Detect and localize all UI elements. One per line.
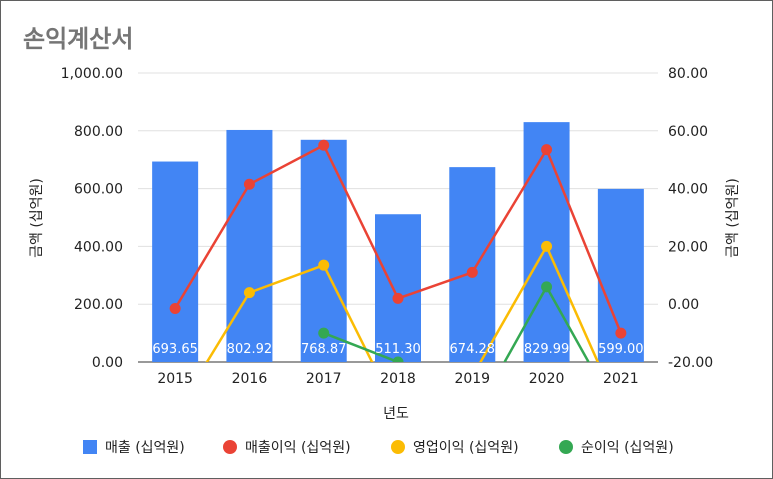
data-point — [615, 414, 626, 425]
right-tick-label: 0.00 — [668, 297, 699, 313]
legend-swatch — [83, 440, 97, 454]
series-line — [323, 285, 590, 362]
right-tick-label: -20.00 — [668, 355, 713, 371]
data-point — [541, 281, 553, 293]
bar-value-label: 599.00 — [598, 342, 644, 357]
x-tick-label: 2017 — [306, 371, 342, 387]
x-axis-label: 년도 — [383, 406, 409, 422]
legend: 매출 (십억원) 매출이익 (십억원) 영업이익 (십억원) 순이익 (십억원) — [83, 440, 674, 456]
data-point — [392, 292, 404, 304]
bar-value-label: 768.87 — [301, 342, 347, 357]
data-point — [243, 287, 255, 299]
legend-swatch — [559, 440, 573, 454]
right-axis-label: 금액 (십억원) — [725, 178, 741, 258]
left-tick-label: 0.00 — [92, 355, 123, 371]
data-point — [318, 327, 330, 339]
left-tick-label: 200.00 — [74, 297, 123, 313]
data-point — [318, 259, 330, 271]
left-axis-ticks: 1,000.00 800.00 600.00 400.00 200.00 0.00 — [61, 66, 123, 371]
data-point — [466, 266, 478, 278]
x-tick-label: 2020 — [529, 371, 565, 387]
data-point — [541, 144, 553, 156]
data-point — [615, 409, 626, 420]
x-tick-label: 2015 — [157, 371, 193, 387]
data-point — [318, 139, 330, 151]
bar — [449, 167, 496, 362]
right-tick-label: 20.00 — [668, 239, 708, 255]
chart-title: 손익계산서 — [23, 25, 134, 53]
left-tick-label: 800.00 — [74, 124, 123, 140]
bar-value-label: 674.28 — [450, 342, 496, 357]
x-tick-label: 2016 — [232, 371, 268, 387]
right-tick-label: 80.00 — [668, 66, 708, 82]
data-point — [467, 414, 478, 425]
bar-series — [152, 122, 644, 362]
bar-value-label: 829.99 — [524, 342, 570, 357]
x-tick-label: 2019 — [454, 371, 490, 387]
data-point — [170, 409, 181, 420]
legend-label: 순이익 (십억원) — [581, 440, 674, 456]
right-tick-label: 60.00 — [668, 124, 708, 140]
bar — [226, 129, 273, 362]
x-tick-label: 2021 — [603, 371, 639, 387]
data-point — [615, 327, 627, 339]
bar — [375, 214, 421, 362]
x-axis-ticks: 2015 2016 2017 2018 2019 2020 2021 — [157, 371, 638, 387]
data-point — [541, 240, 553, 252]
legend-label: 영업이익 (십억원) — [413, 440, 519, 456]
line-series — [169, 139, 627, 425]
bar-value-label: 802.92 — [227, 342, 273, 357]
x-tick-label: 2018 — [380, 371, 416, 387]
legend-swatch — [223, 440, 237, 454]
data-labels: 693.65 802.92 768.87 511.30 674.28 829.99 599.… — [152, 342, 643, 357]
legend-label: 매출 (십억원) — [105, 440, 185, 456]
data-point — [169, 303, 181, 315]
left-tick-label: 1,000.00 — [61, 66, 123, 82]
bar-value-label: 511.30 — [375, 342, 421, 357]
bar — [152, 161, 199, 362]
left-tick-label: 400.00 — [74, 239, 123, 255]
right-axis-ticks: 80.00 60.00 40.00 20.00 0.00 -20.00 — [668, 66, 713, 371]
data-point — [243, 178, 255, 190]
left-axis-label: 금액 (십억원) — [29, 178, 45, 258]
data-point — [392, 356, 404, 362]
legend-label: 매출이익 (십억원) — [245, 440, 351, 456]
right-tick-label: 40.00 — [668, 182, 708, 198]
left-tick-label: 600.00 — [74, 182, 123, 198]
bar-value-label: 693.65 — [152, 342, 198, 357]
legend-swatch — [391, 440, 405, 454]
